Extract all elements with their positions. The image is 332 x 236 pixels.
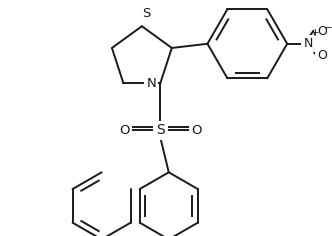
Text: −: − [324,23,332,34]
Text: O: O [191,124,201,137]
Text: O: O [120,124,130,137]
Text: +: + [311,28,320,38]
Text: N: N [303,37,313,50]
Text: O: O [317,25,327,38]
Text: S: S [142,7,150,20]
Text: S: S [156,123,165,137]
Text: N: N [146,77,156,90]
Text: O: O [317,50,327,63]
